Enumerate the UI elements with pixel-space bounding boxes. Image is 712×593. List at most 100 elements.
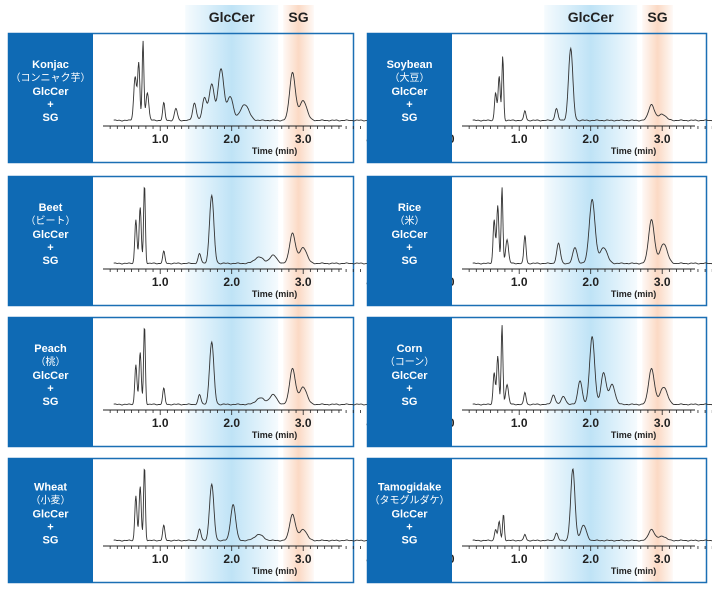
x-tick-label: 3.0 xyxy=(295,552,312,566)
panel-japanese-name: （大豆） xyxy=(390,71,430,84)
panel-konjac: Konjac（コンニャク芋）GlcCer+SG1.02.03.04.05.0Ti… xyxy=(7,32,455,164)
panel-name: Wheat xyxy=(34,482,67,494)
panel-label-bg xyxy=(8,317,93,447)
chromatogram-trace xyxy=(472,187,712,265)
panel-plus-label: + xyxy=(47,242,53,254)
x-tick-label: 3.0 xyxy=(654,132,671,146)
panel-plus-label: + xyxy=(47,99,53,111)
panel-glccer-label: GlcCer xyxy=(32,509,69,521)
x-tick-label: 2.0 xyxy=(223,132,240,146)
x-tick-label: 2.0 xyxy=(223,552,240,566)
chromatogram-trace xyxy=(472,46,712,122)
panel-japanese-name: （桃） xyxy=(36,355,66,368)
x-tick-label: 2.0 xyxy=(582,552,599,566)
panel-japanese-name: （ビート） xyxy=(26,215,76,227)
x-tick-label: 1.0 xyxy=(152,552,169,566)
panel-glccer-label: GlcCer xyxy=(32,229,69,241)
panel-japanese-name: （米） xyxy=(395,214,425,227)
x-axis-title: Time (min) xyxy=(252,566,297,576)
panel-sg-label: SG xyxy=(402,255,418,267)
glccer-band-1 xyxy=(544,5,638,583)
x-tick-label: 3.0 xyxy=(654,275,671,289)
x-tick-label: 2.0 xyxy=(582,416,599,430)
panel-plus-label: + xyxy=(47,383,53,395)
panel-sg-label: SG xyxy=(43,535,59,547)
x-tick-label: 1.0 xyxy=(511,416,528,430)
panel-glccer-label: GlcCer xyxy=(32,370,69,382)
panel-japanese-name: （小麦） xyxy=(31,495,71,507)
panel-label-bg xyxy=(367,176,452,306)
x-tick-label: 2.0 xyxy=(223,416,240,430)
x-tick-label: 1.0 xyxy=(152,275,169,289)
x-tick-label: 3.0 xyxy=(654,416,671,430)
x-tick-label: 1.0 xyxy=(152,416,169,430)
header-sg: SG xyxy=(647,9,667,25)
x-tick-label: 3.0 xyxy=(654,552,671,566)
panel-label-bg xyxy=(8,33,93,163)
panel-name: Rice xyxy=(398,202,421,214)
panel-glccer-label: GlcCer xyxy=(391,509,428,521)
x-tick-label: 3.0 xyxy=(295,275,312,289)
x-axis-title: Time (min) xyxy=(252,146,297,156)
x-tick-label: 3.0 xyxy=(295,416,312,430)
x-tick-label: 2.0 xyxy=(582,132,599,146)
panel-name: Beet xyxy=(39,202,63,214)
header-sg: SG xyxy=(288,9,308,25)
panel-plus-label: + xyxy=(47,522,53,534)
panel-name: Konjac xyxy=(32,59,69,71)
panel-soybean: Soybean（大豆）GlcCer+SG1.02.03.04.05.0Time … xyxy=(366,32,712,164)
x-axis-title: Time (min) xyxy=(611,566,656,576)
panel-sg-label: SG xyxy=(43,396,59,408)
panel-glccer-label: GlcCer xyxy=(32,86,69,98)
x-axis-title: Time (min) xyxy=(252,430,297,440)
chromatogram-trace xyxy=(472,325,712,406)
panel-sg-label: SG xyxy=(43,255,59,267)
panel-sg-label: SG xyxy=(402,535,418,547)
glccer-band-0 xyxy=(185,5,279,583)
header-glccer: GlcCer xyxy=(209,9,255,25)
panel-plus-label: + xyxy=(406,99,412,111)
panel-sg-label: SG xyxy=(402,396,418,408)
panel-name: Tamogidake xyxy=(378,482,441,494)
panel-sg-label: SG xyxy=(43,112,59,124)
panel-label-bg xyxy=(367,458,452,583)
x-tick-label: 1.0 xyxy=(511,275,528,289)
panel-plus-label: + xyxy=(406,242,412,254)
panel-glccer-label: GlcCer xyxy=(391,370,428,382)
x-axis-title: Time (min) xyxy=(611,430,656,440)
x-tick-label: 1.0 xyxy=(511,132,528,146)
panel-label-bg xyxy=(8,458,93,583)
x-axis-title: Time (min) xyxy=(252,289,297,299)
panel-label-bg xyxy=(367,317,452,447)
x-axis-title: Time (min) xyxy=(611,289,656,299)
panel-label-bg xyxy=(8,176,93,306)
panel-sg-label: SG xyxy=(402,112,418,124)
panel-japanese-name: （コンニャク芋） xyxy=(11,72,91,84)
x-tick-label: 3.0 xyxy=(295,132,312,146)
header-glccer: GlcCer xyxy=(568,9,614,25)
panel-label-bg xyxy=(367,33,452,163)
panel-name: Corn xyxy=(397,343,423,355)
x-tick-label: 1.0 xyxy=(152,132,169,146)
panel-name: Soybean xyxy=(387,59,433,71)
chromatogram-trace xyxy=(472,468,712,542)
x-tick-label: 2.0 xyxy=(582,275,599,289)
panel-japanese-name: （コーン） xyxy=(385,356,435,368)
panel-plus-label: + xyxy=(406,522,412,534)
x-tick-label: 1.0 xyxy=(511,552,528,566)
panel-japanese-name: （タモグルダケ） xyxy=(370,494,450,507)
x-axis-title: Time (min) xyxy=(611,146,656,156)
panel-name: Peach xyxy=(34,343,67,355)
sg-band-1 xyxy=(642,5,673,583)
panel-glccer-label: GlcCer xyxy=(391,86,428,98)
panel-glccer-label: GlcCer xyxy=(391,229,428,241)
panel-tamogidake: Tamogidake（タモグルダケ）GlcCer+SG1.02.03.04.05… xyxy=(366,457,712,584)
x-tick-label: 2.0 xyxy=(223,275,240,289)
panel-plus-label: + xyxy=(406,383,412,395)
